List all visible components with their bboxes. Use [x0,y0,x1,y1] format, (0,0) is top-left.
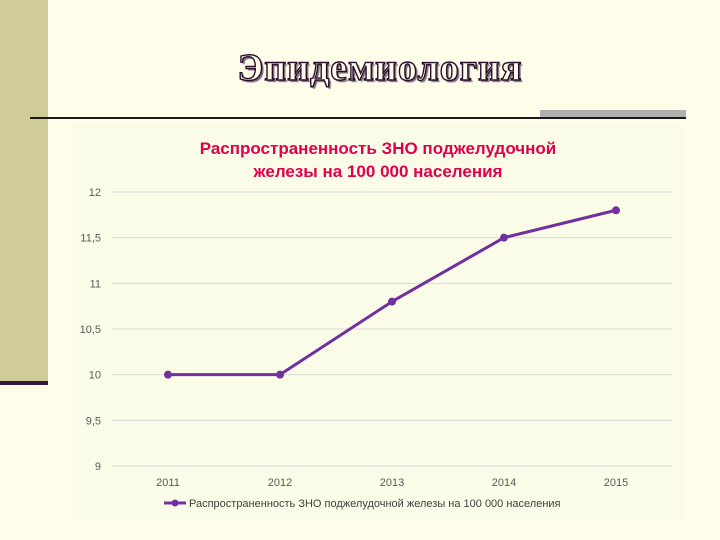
legend-label: Распространенность ЗНО поджелудочной жел… [189,498,561,510]
left-decor-band-edge [0,381,48,385]
data-point [500,233,508,242]
y-axis-ticks: 9 9,5 10 10,5 11 11,5 12 [80,187,101,473]
data-point [276,370,284,379]
y-tick-label: 9 [95,461,101,473]
title-rule-accent [540,110,686,117]
y-tick-label: 10,5 [80,324,101,336]
data-point [388,297,396,306]
data-point [612,206,620,215]
left-decor-band [0,0,48,384]
series-line [168,208,617,377]
chart-panel [72,124,684,520]
y-tick-label: 10 [89,370,101,382]
y-tick-label: 12 [89,187,101,199]
x-tick-label: 2013 [380,477,404,489]
x-axis-ticks: 2011 2012 2013 2014 2015 [156,477,628,489]
y-tick-label: 11 [90,278,101,290]
chart-title-line-1: Распространенность ЗНО поджелудочной [200,139,557,158]
slide-title: Эпидемиология [237,46,523,89]
chart-title-line-2: железы на 100 000 населения [253,162,503,181]
title-rule [30,117,686,119]
x-tick-label: 2011 [156,477,180,489]
x-tick-label: 2012 [268,477,292,489]
series-layer [164,206,620,379]
x-tick-label: 2015 [604,477,628,489]
legend: Распространенность ЗНО поджелудочной жел… [164,498,561,510]
data-point [164,370,172,379]
grid-lines [112,191,672,467]
y-tick-label: 11,5 [80,233,101,245]
y-tick-label: 9,5 [86,415,101,427]
legend-point-marker [171,499,179,507]
x-tick-label: 2014 [492,477,516,489]
